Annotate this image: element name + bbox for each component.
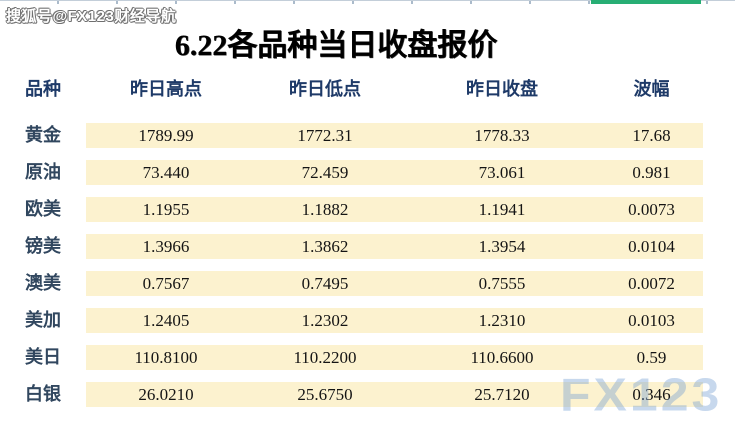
price-table: 品种 昨日高点 昨日低点 昨日收盘 波幅 黄金 1789.99 1772.31 … bbox=[0, 76, 703, 419]
page-title: 6.22各品种当日收盘报价 bbox=[174, 29, 498, 62]
cell-range: 0.0072 bbox=[600, 271, 703, 296]
table-row: 澳美 0.7567 0.7495 0.7555 0.0072 bbox=[0, 271, 703, 296]
row-label: 镑美 bbox=[25, 236, 61, 256]
cell-high: 1.1955 bbox=[86, 197, 246, 222]
table-row: 镑美 1.3966 1.3862 1.3954 0.0104 bbox=[0, 234, 703, 259]
table-header-row: 品种 昨日高点 昨日低点 昨日收盘 波幅 bbox=[0, 76, 703, 102]
cell-low: 1772.31 bbox=[246, 123, 404, 148]
row-label: 欧美 bbox=[25, 199, 61, 219]
cell-low: 25.6750 bbox=[246, 382, 404, 407]
row-label: 黄金 bbox=[25, 125, 61, 145]
brand-watermark: FX123 bbox=[560, 368, 723, 421]
cell-high: 1.3966 bbox=[86, 234, 246, 259]
column-header-low: 昨日低点 bbox=[289, 79, 361, 99]
cell-low: 1.2302 bbox=[246, 308, 404, 333]
cell-range: 0.346 bbox=[600, 382, 703, 407]
table-row: 黄金 1789.99 1772.31 1778.33 17.68 bbox=[0, 123, 703, 148]
cell-low: 1.1882 bbox=[246, 197, 404, 222]
cell-close: 1778.33 bbox=[404, 123, 600, 148]
cell-low: 0.7495 bbox=[246, 271, 404, 296]
cell-close: 110.6600 bbox=[404, 345, 600, 370]
column-header-product: 品种 bbox=[25, 79, 61, 99]
cell-close: 25.7120 bbox=[404, 382, 600, 407]
green-accent-bar bbox=[591, 0, 701, 4]
cell-high: 1789.99 bbox=[86, 123, 246, 148]
table-row: 美加 1.2405 1.2302 1.2310 0.0103 bbox=[0, 308, 703, 333]
cell-range: 17.68 bbox=[600, 123, 703, 148]
cell-high: 73.440 bbox=[86, 160, 246, 185]
column-header-range: 波幅 bbox=[633, 79, 670, 99]
cell-high: 1.2405 bbox=[86, 308, 246, 333]
cell-close: 73.061 bbox=[404, 160, 600, 185]
column-header-high: 昨日高点 bbox=[130, 79, 202, 99]
row-label: 美日 bbox=[25, 347, 61, 367]
cell-close: 1.3954 bbox=[404, 234, 600, 259]
spreadsheet-top-gridline bbox=[0, 0, 735, 4]
cell-high: 26.0210 bbox=[86, 382, 246, 407]
row-label: 原油 bbox=[25, 162, 61, 182]
cell-close: 0.7555 bbox=[404, 271, 600, 296]
table-row: 原油 73.440 72.459 73.061 0.981 bbox=[0, 160, 703, 185]
cell-range: 0.0104 bbox=[600, 234, 703, 259]
cell-low: 110.2200 bbox=[246, 345, 404, 370]
row-label: 美加 bbox=[25, 310, 61, 330]
cell-range: 0.59 bbox=[600, 345, 703, 370]
row-label: 澳美 bbox=[25, 273, 61, 293]
cell-high: 0.7567 bbox=[86, 271, 246, 296]
column-header-close: 昨日收盘 bbox=[466, 79, 538, 99]
cell-close: 1.2310 bbox=[404, 308, 600, 333]
cell-close: 1.1941 bbox=[404, 197, 600, 222]
cell-range: 0.981 bbox=[600, 160, 703, 185]
cell-low: 72.459 bbox=[246, 160, 404, 185]
cell-high: 110.8100 bbox=[86, 345, 246, 370]
cell-low: 1.3862 bbox=[246, 234, 404, 259]
table-row: 欧美 1.1955 1.1882 1.1941 0.0073 bbox=[0, 197, 703, 222]
table-row: 白银 26.0210 25.6750 25.7120 0.346 bbox=[0, 382, 703, 407]
cell-range: 0.0103 bbox=[600, 308, 703, 333]
row-label: 白银 bbox=[25, 384, 61, 404]
cell-range: 0.0073 bbox=[600, 197, 703, 222]
table-row: 美日 110.8100 110.2200 110.6600 0.59 bbox=[0, 345, 703, 370]
source-watermark: 搜狐号@FX123财经导航 bbox=[6, 8, 177, 25]
